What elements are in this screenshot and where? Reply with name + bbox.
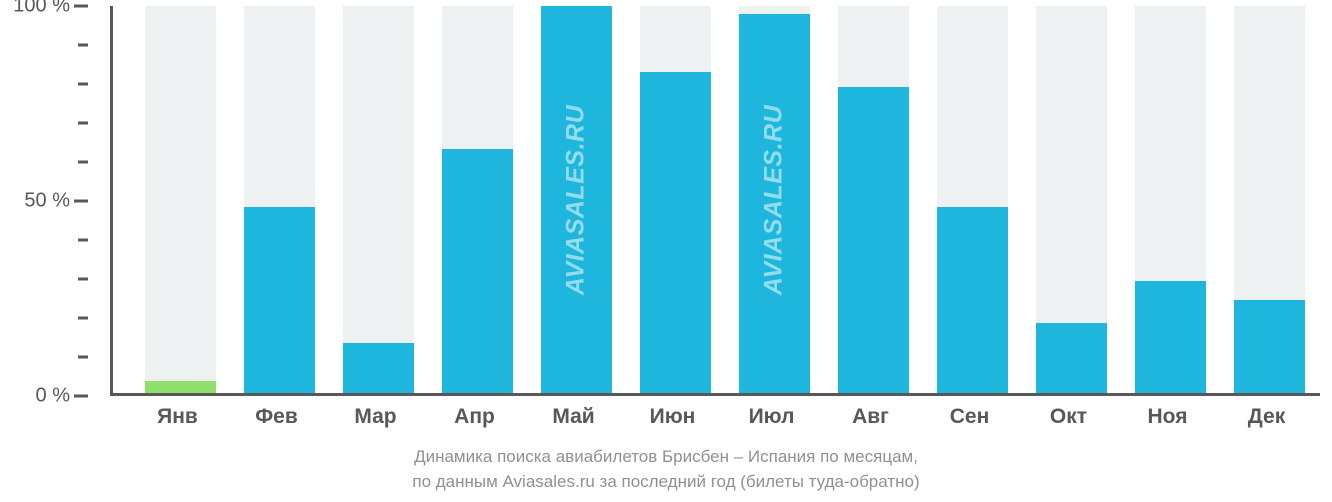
bar-slot bbox=[838, 6, 909, 393]
y-axis-tick bbox=[74, 200, 88, 203]
bar-slot bbox=[145, 6, 216, 393]
bars-group: AVIASALES.RU AVIASALES.RU bbox=[113, 6, 1320, 393]
bar-fill bbox=[937, 207, 1008, 393]
plot-area: AVIASALES.RU AVIASALES.RU bbox=[110, 6, 1320, 396]
y-axis-minor-tick bbox=[78, 161, 88, 164]
x-axis-label: Фев bbox=[255, 405, 298, 429]
x-axis-label: Сен bbox=[950, 405, 990, 429]
x-axis: Янв Фев Мар Апр Май Июн Июл Авг Сен Окт Ноя Дек bbox=[110, 405, 1320, 445]
x-axis-label: Май bbox=[552, 405, 594, 429]
y-axis-minor-tick bbox=[78, 122, 88, 125]
bar-fill bbox=[1135, 281, 1206, 393]
x-axis-label: Авг bbox=[852, 405, 889, 429]
x-axis-label: Янв bbox=[157, 405, 198, 429]
caption: Динамика поиска авиабилетов Брисбен – Ис… bbox=[0, 445, 1332, 494]
y-axis-label: 50 % bbox=[24, 190, 70, 213]
bar-fill bbox=[442, 149, 513, 393]
y-axis-label: 100 % bbox=[13, 0, 70, 18]
bar-fill bbox=[145, 381, 216, 393]
caption-line-1: Динамика поиска авиабилетов Брисбен – Ис… bbox=[0, 445, 1332, 470]
y-axis-label: 0 % bbox=[36, 385, 70, 408]
x-axis-label: Окт bbox=[1050, 405, 1087, 429]
y-axis-tick bbox=[74, 395, 88, 398]
y-axis-tick bbox=[74, 5, 88, 8]
bar-slot bbox=[442, 6, 513, 393]
bar-fill bbox=[244, 207, 315, 393]
bar-slot bbox=[640, 6, 711, 393]
x-axis-label: Апр bbox=[454, 405, 495, 429]
bar-slot bbox=[937, 6, 1008, 393]
y-axis-minor-tick bbox=[78, 83, 88, 86]
x-axis-label: Июн bbox=[650, 405, 696, 429]
bar-background bbox=[145, 6, 216, 393]
x-axis-label: Июл bbox=[749, 405, 795, 429]
bar-slot: AVIASALES.RU bbox=[541, 6, 612, 393]
bar-fill bbox=[343, 343, 414, 393]
y-axis-minor-tick bbox=[78, 278, 88, 281]
x-axis-label: Мар bbox=[354, 405, 396, 429]
bar-fill bbox=[541, 6, 612, 393]
bar-fill bbox=[1234, 300, 1305, 393]
chart-container: 0 % 50 % 100 % AVIASALES.RU AVIASALES.RU Ян… bbox=[0, 0, 1332, 502]
bar-slot bbox=[1036, 6, 1107, 393]
y-axis-minor-tick bbox=[78, 239, 88, 242]
y-axis: 0 %50 %100 % bbox=[0, 0, 90, 400]
x-axis-label: Ноя bbox=[1148, 405, 1188, 429]
y-axis-minor-tick bbox=[78, 317, 88, 320]
y-axis-minor-tick bbox=[78, 356, 88, 359]
bar-fill bbox=[838, 87, 909, 393]
x-axis-label: Дек bbox=[1248, 405, 1285, 429]
bar-fill bbox=[1036, 323, 1107, 393]
y-axis-minor-tick bbox=[78, 44, 88, 47]
caption-line-2: по данным Aviasales.ru за последний год … bbox=[0, 470, 1332, 495]
bar-slot bbox=[1135, 6, 1206, 393]
bar-fill bbox=[739, 14, 810, 393]
bar-slot bbox=[343, 6, 414, 393]
bar-slot bbox=[1234, 6, 1305, 393]
bar-slot bbox=[244, 6, 315, 393]
bar-slot: AVIASALES.RU bbox=[739, 6, 810, 393]
bar-background bbox=[343, 6, 414, 393]
bar-fill bbox=[640, 72, 711, 393]
